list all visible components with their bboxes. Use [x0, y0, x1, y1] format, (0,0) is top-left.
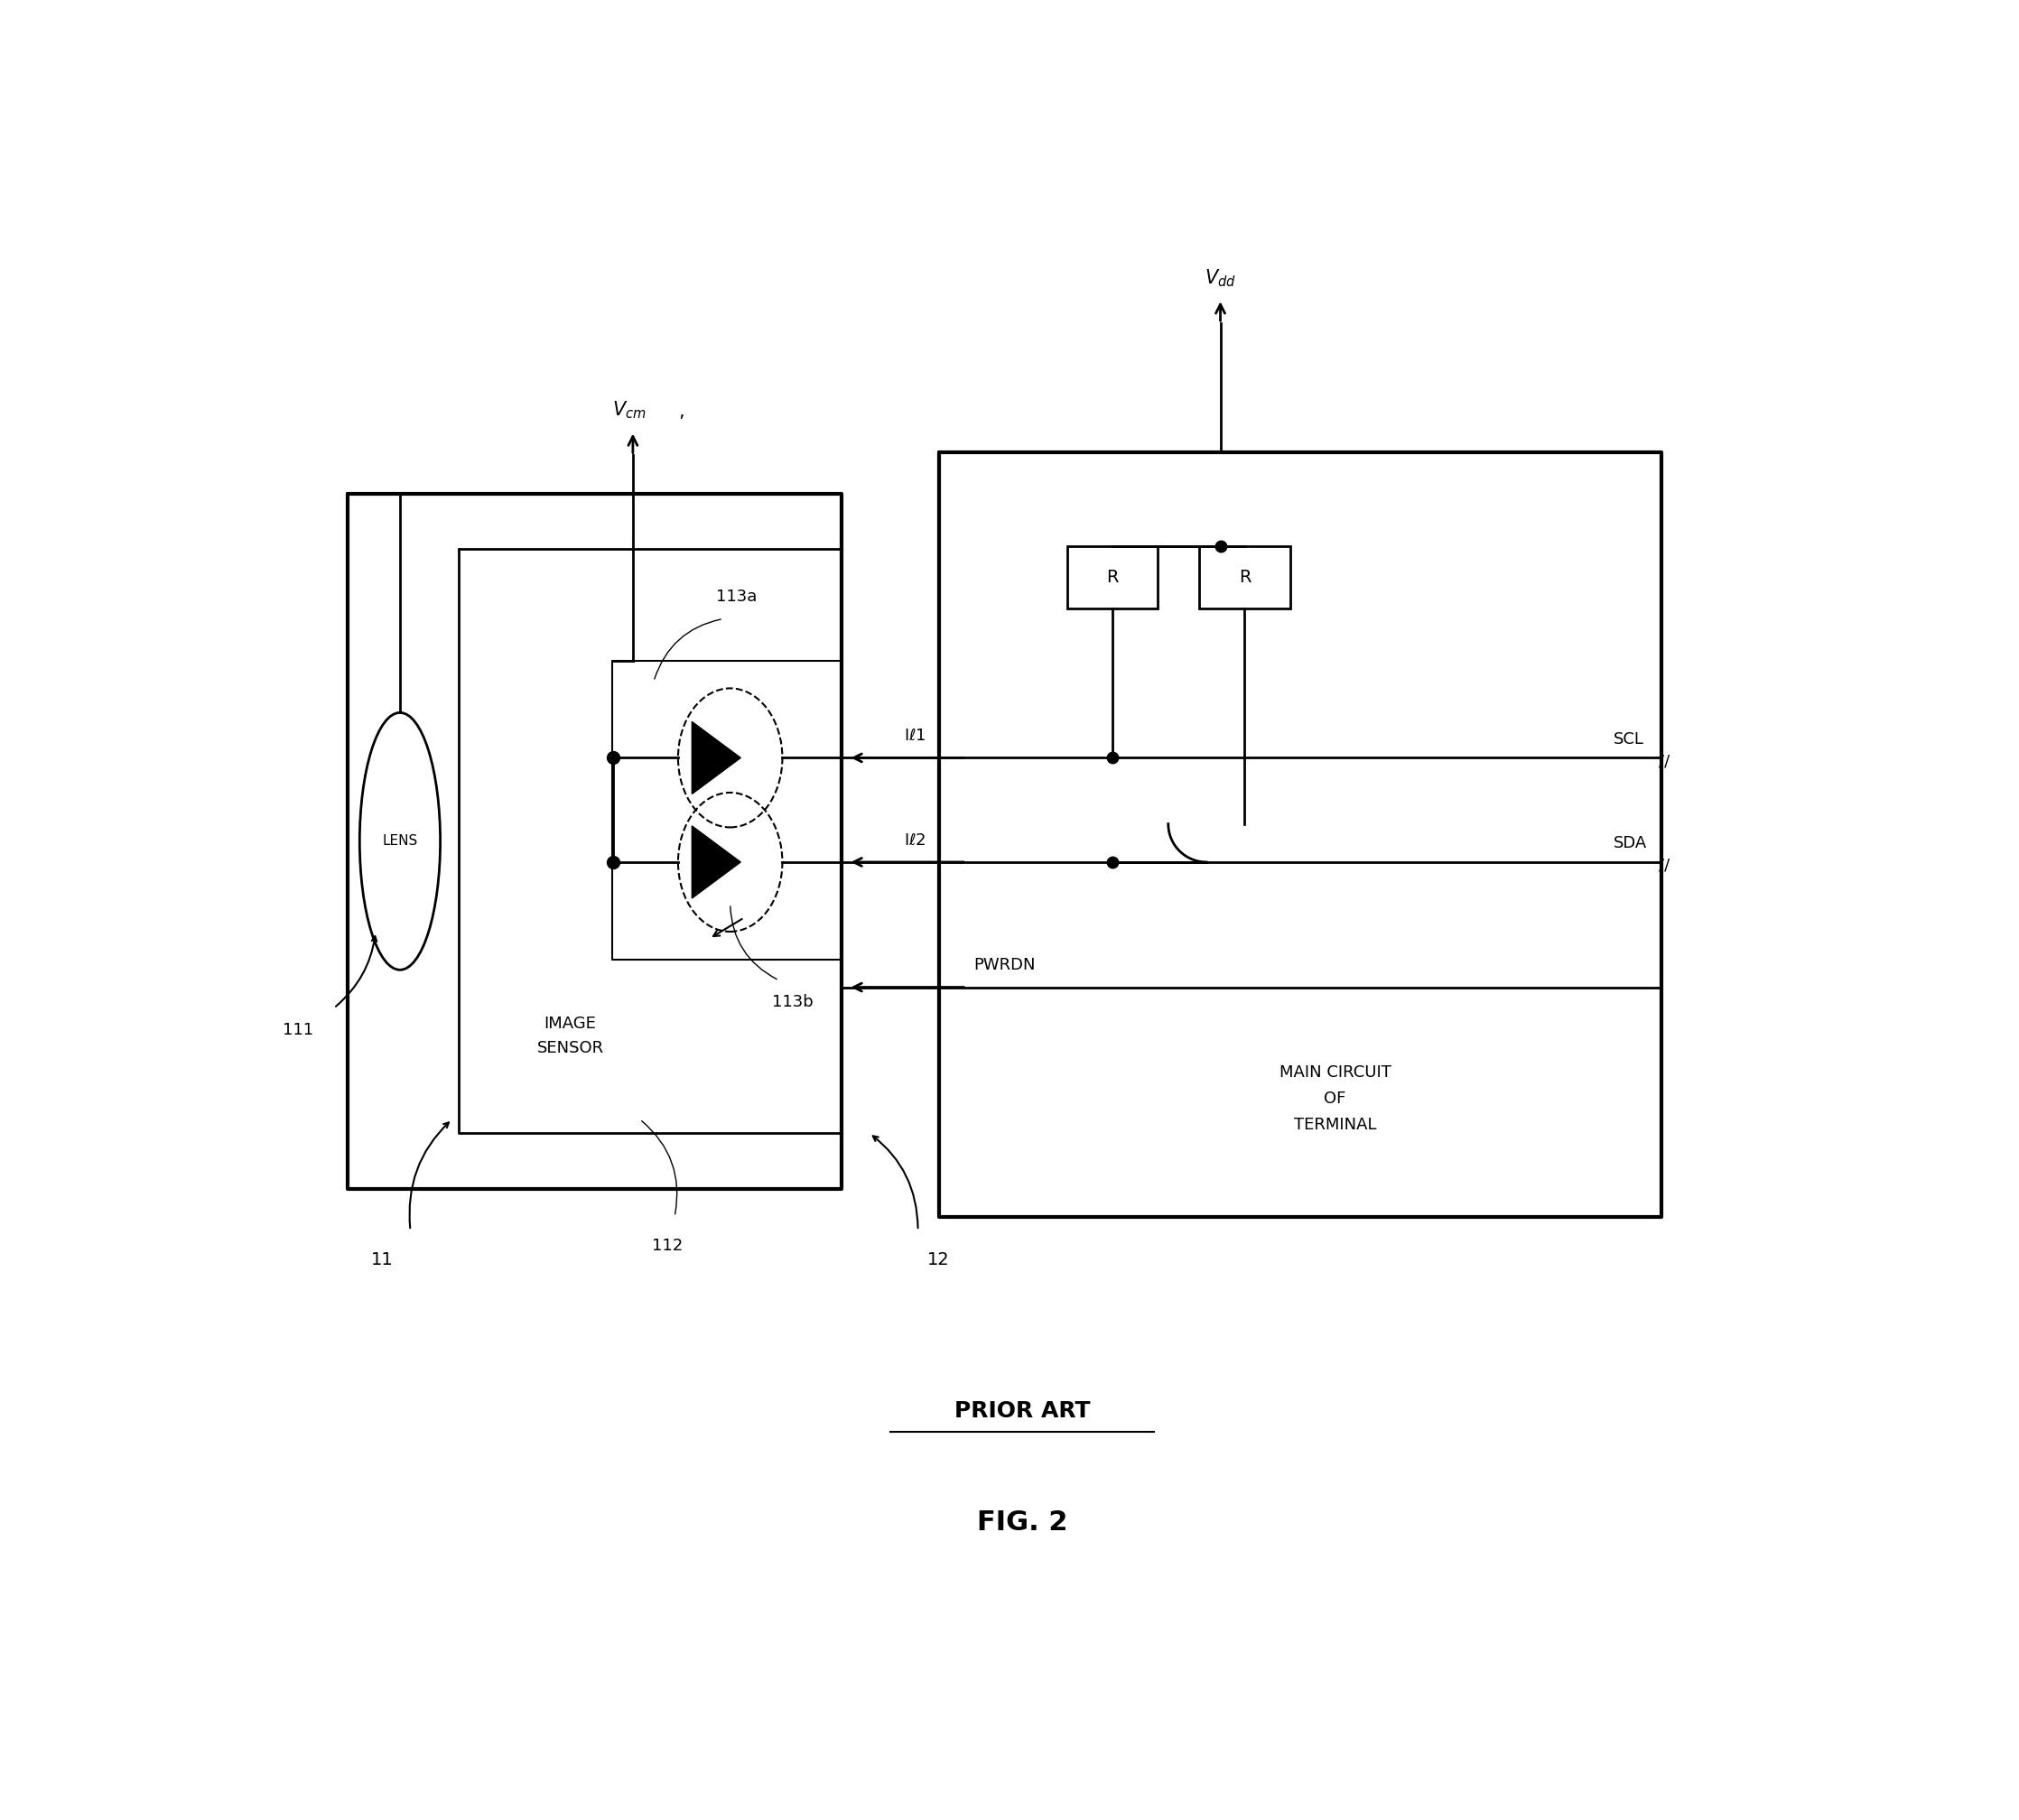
Text: //: //: [1658, 753, 1670, 770]
Text: I$\ell$1: I$\ell$1: [905, 728, 927, 744]
Text: R: R: [1106, 568, 1119, 586]
Polygon shape: [693, 826, 741, 899]
Text: ,: ,: [678, 402, 684, 420]
Text: MAIN CIRCUIT
OF
TERMINAL: MAIN CIRCUIT OF TERMINAL: [1280, 1065, 1391, 1132]
Text: 11: 11: [371, 1252, 394, 1269]
Text: PRIOR ART: PRIOR ART: [955, 1400, 1090, 1421]
Text: LENS: LENS: [382, 835, 418, 848]
Text: 112: 112: [652, 1238, 682, 1254]
Text: SDA: SDA: [1613, 835, 1648, 852]
Text: FIG. 2: FIG. 2: [977, 1509, 1068, 1536]
Bar: [1199, 546, 1290, 608]
Polygon shape: [693, 723, 741, 794]
Text: 12: 12: [927, 1252, 951, 1269]
Text: SCL: SCL: [1613, 732, 1643, 748]
Text: //: //: [1658, 857, 1670, 874]
Text: 111: 111: [283, 1023, 313, 1037]
Text: R: R: [1238, 568, 1252, 586]
Bar: [1068, 546, 1157, 608]
Text: 113a: 113a: [717, 588, 757, 604]
Text: $V_{cm}$: $V_{cm}$: [612, 399, 646, 420]
Text: I$\ell$2: I$\ell$2: [905, 832, 927, 848]
Text: PWRDN: PWRDN: [973, 957, 1036, 974]
Text: $V_{dd}$: $V_{dd}$: [1205, 268, 1236, 289]
Text: IMAGE
SENSOR: IMAGE SENSOR: [537, 1016, 604, 1056]
Text: 113b: 113b: [771, 994, 814, 1010]
